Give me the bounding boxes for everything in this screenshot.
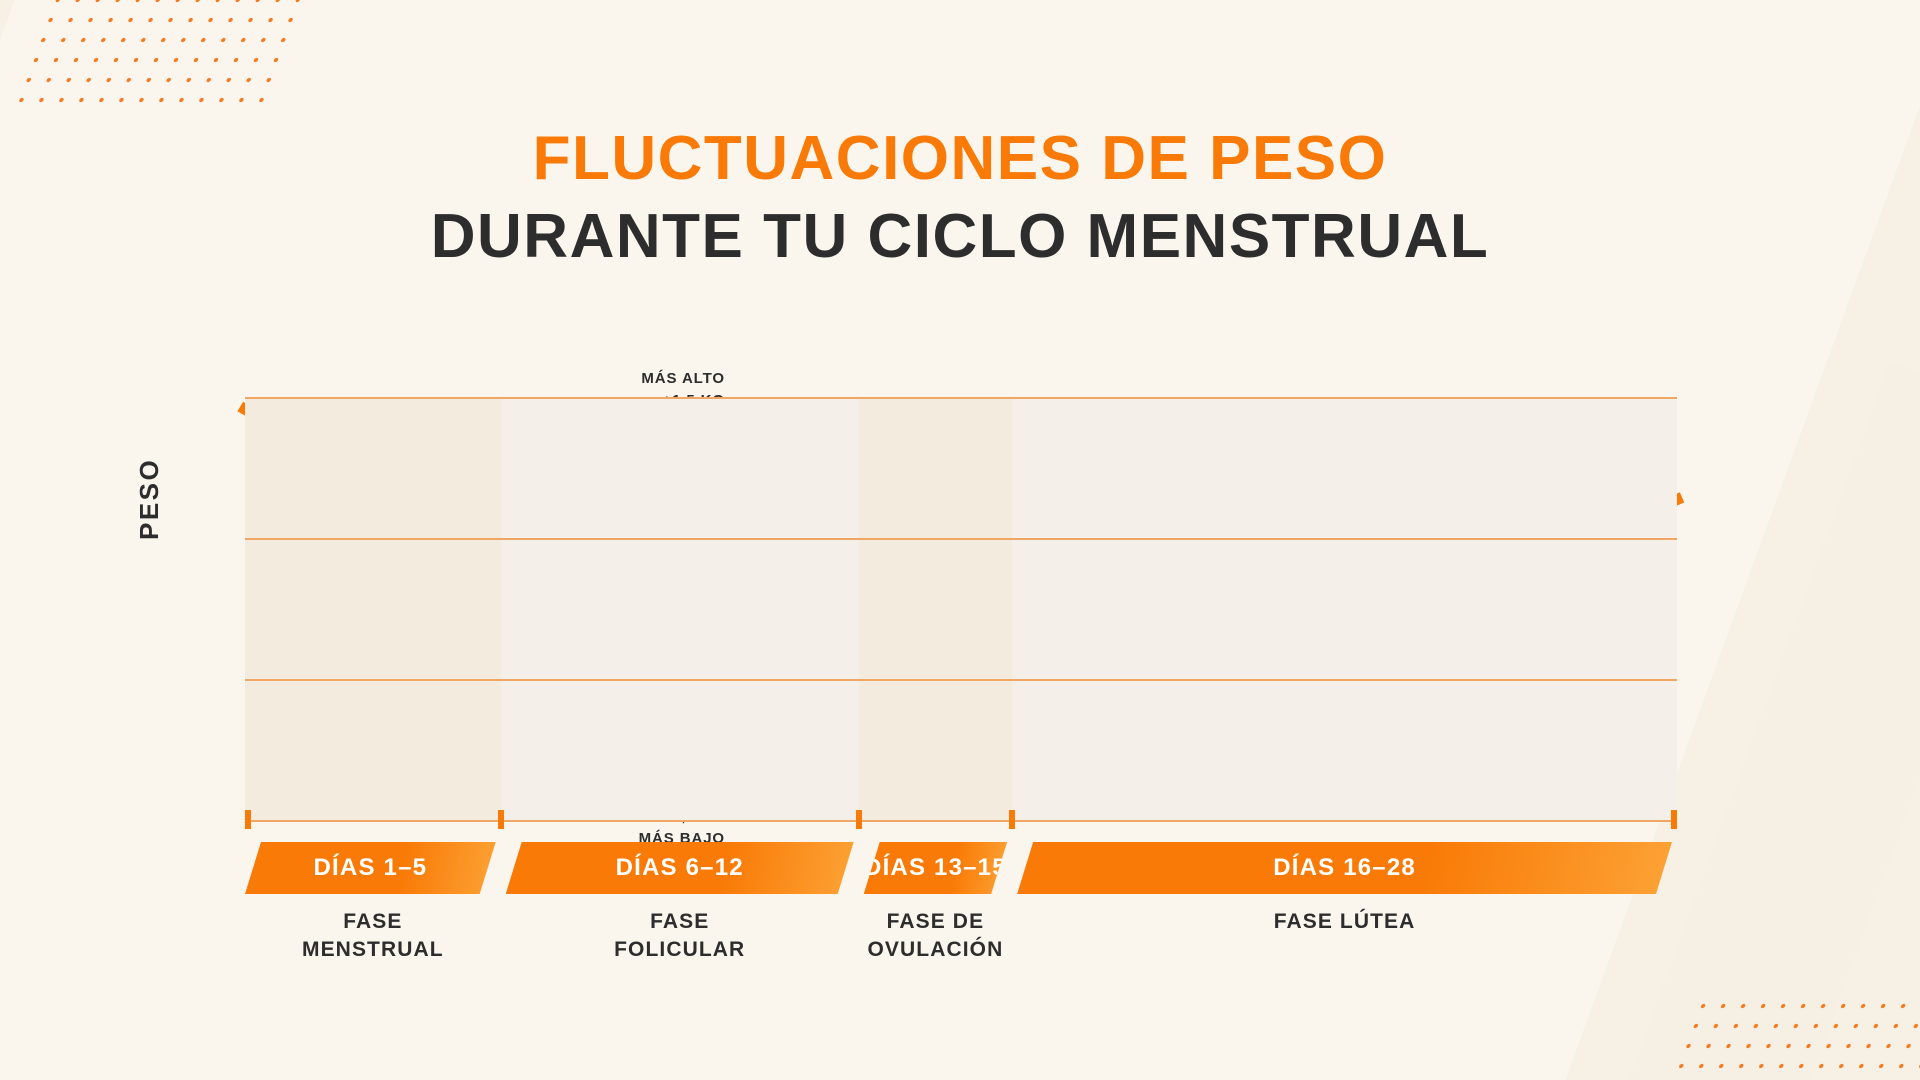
phase-bar-label: DÍAS 13–15: [864, 854, 1007, 881]
phase-bar-4[interactable]: DÍAS 16–28: [1017, 842, 1672, 894]
phase-name-line2: FOLICULAR: [614, 937, 746, 961]
phase-bar-label: DÍAS 1–5: [313, 854, 428, 881]
plot-area: [237, 397, 1685, 829]
axis-tick: [855, 810, 862, 829]
phase-name-line1: FASE: [650, 910, 710, 933]
axis-tick: [1671, 810, 1677, 829]
phase-bar-group: DÍAS 1–5 DÍAS 6–12 DÍAS 13–15 DÍAS 16–28: [245, 842, 1677, 894]
y-axis-title: PESO: [134, 457, 164, 540]
phase-bar-label: DÍAS 6–12: [615, 854, 744, 881]
dot-pattern-bottom-right: [1663, 996, 1920, 1080]
phase-name-line1: FASE LÚTEA: [1273, 910, 1416, 933]
phase-name-2: FASE FOLICULAR: [501, 908, 859, 964]
phase-bar-3[interactable]: DÍAS 13–15: [864, 842, 1007, 894]
phase-name-line1: FASE DE: [886, 910, 985, 933]
gridline: [245, 538, 1677, 540]
plot-column-band: [245, 398, 501, 821]
phase-name-line2: MENSTRUAL: [301, 937, 444, 961]
dot-pattern-top-left: [8, 0, 312, 108]
phase-name-line2: OVULACIÓN: [867, 937, 1004, 961]
phase-bar-2[interactable]: DÍAS 6–12: [506, 842, 854, 894]
plot-column-band: [858, 398, 1013, 821]
plot-column-band: [500, 398, 859, 821]
weight-fluctuation-chart: [237, 397, 1685, 829]
phase-bar-1[interactable]: DÍAS 1–5: [245, 842, 496, 894]
gridline: [245, 397, 1677, 399]
phase-name-3: FASE DE OVULACIÓN: [859, 908, 1012, 964]
page-title: FLUCTUACIONES DE PESO DURANTE TU CICLO M…: [0, 128, 1920, 268]
phase-name-group: FASE MENSTRUAL FASE FOLICULAR FASE DE OVULACI…: [245, 908, 1677, 988]
phase-name-1: FASE MENSTRUAL: [245, 908, 501, 964]
phase-bar-label: DÍAS 16–28: [1273, 854, 1416, 881]
y-axis-top-note: MÁS ALTO: [641, 370, 725, 387]
phase-name-line1: FASE: [343, 910, 403, 933]
gridline: [245, 679, 1677, 681]
axis-tick: [1009, 810, 1016, 829]
axis-tick: [497, 810, 504, 829]
gridline: [245, 820, 1677, 822]
phase-name-4: FASE LÚTEA: [1012, 908, 1677, 936]
title-line-primary: FLUCTUACIONES DE PESO: [532, 124, 1388, 193]
axis-tick: [245, 810, 251, 829]
plot-column-band: [1012, 398, 1677, 821]
title-line-secondary: DURANTE TU CICLO MENSTRUAL: [430, 202, 1490, 271]
